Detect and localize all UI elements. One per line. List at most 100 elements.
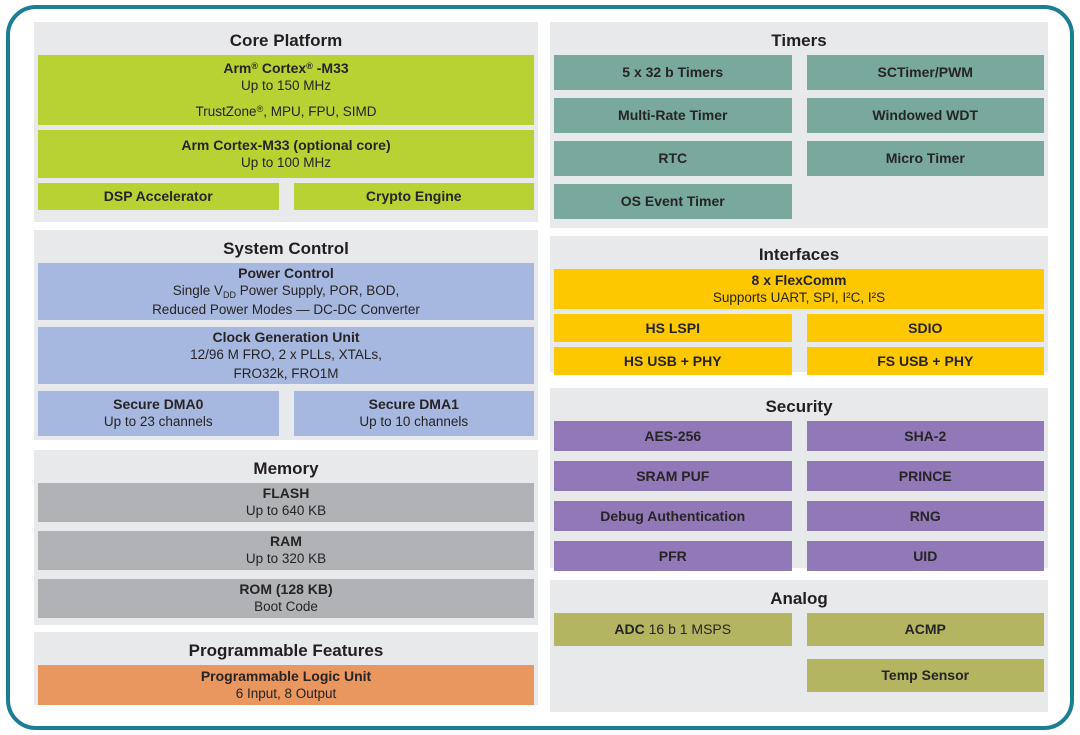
block-cell: UID	[806, 541, 1044, 571]
block-row: ROM (128 KB) Boot Code	[38, 579, 534, 618]
block-cell: HS LSPI	[554, 314, 792, 342]
block-cell: 5 x 32 b Timers	[554, 55, 792, 90]
block-row: Multi-Rate Timer Windowed WDT	[554, 98, 1044, 133]
block-cell: Secure DMA0 Up to 23 channels	[38, 391, 279, 436]
block-cell: DSP Accelerator	[38, 183, 279, 210]
block-label: Windowed WDT	[872, 107, 979, 124]
block-arm-cortex-m33: Arm® Cortex® -M33 Up to 150 MHz TrustZone®…	[38, 55, 534, 125]
block-cell: RAM Up to 320 KB	[38, 531, 534, 570]
section-rows: Programmable Logic Unit 6 Input, 8 Output	[38, 665, 534, 705]
block-cell: FS USB + PHY	[806, 347, 1044, 375]
text-segment: Arm	[223, 60, 252, 77]
block-label: ADC 16 b 1 MSPS	[560, 620, 786, 638]
text-segment: ADC	[614, 621, 645, 638]
text-segment: TrustZone	[195, 103, 257, 119]
block-cell: Secure DMA1 Up to 10 channels	[293, 391, 534, 436]
block-pfr: PFR	[554, 541, 792, 571]
section-title: Core Platform	[229, 31, 343, 50]
block-rng: RNG	[806, 501, 1044, 531]
section-core-platform: Core Platform Arm® Cortex® -M33 Up to 150 …	[34, 22, 538, 222]
section-system-control: System Control Power Control Single VDD Po…	[34, 230, 538, 440]
section-rows: 8 x FlexComm Supports UART, SPI, I²C, I²S…	[554, 269, 1044, 375]
block-cell: ACMP	[806, 613, 1044, 646]
block-label: SHA-2	[904, 427, 947, 444]
block-row: Temp Sensor	[554, 659, 1044, 692]
block-sram-puf: SRAM PUF	[554, 461, 792, 491]
block-label: Debug Authentication	[600, 507, 746, 524]
block-cell: SHA-2	[806, 421, 1044, 451]
block-cell: RTC	[554, 141, 792, 176]
block-label: Temp Sensor	[881, 667, 970, 684]
block-adc: ADC 16 b 1 MSPS	[554, 613, 792, 646]
block-label: FS USB + PHY	[877, 352, 974, 369]
block-subtext: Boot Code	[254, 599, 318, 615]
section-analog: Analog ADC 16 b 1 MSPS ACMP Temp Sensor	[550, 580, 1048, 712]
block-temp-sensor: Temp Sensor	[806, 659, 1044, 692]
block-label: Clock Generation Unit	[212, 329, 360, 346]
section-title: Memory	[253, 459, 319, 478]
block-cell: Multi-Rate Timer	[554, 98, 792, 133]
block-cell: Power Control Single VDD Power Supply, PO…	[38, 263, 534, 320]
block-row: RAM Up to 320 KB	[38, 531, 534, 570]
block-row: HS LSPI SDIO	[554, 314, 1044, 342]
block-clock-generation-unit: Clock Generation Unit 12/96 M FRO, 2 x PL…	[38, 327, 534, 384]
block-subtext: FRO32k, FRO1M	[233, 365, 339, 381]
block-cell: Programmable Logic Unit 6 Input, 8 Output	[38, 665, 534, 705]
block-crypto-engine: Crypto Engine	[293, 183, 534, 210]
block-subtext: Up to 150 MHz	[240, 78, 332, 94]
block-cell: RNG	[806, 501, 1044, 531]
block-row: HS USB + PHY FS USB + PHY	[554, 347, 1044, 375]
block-row: AES-256 SHA-2	[554, 421, 1044, 451]
block-label: PRINCE	[898, 467, 952, 484]
block-fs-usb-phy: FS USB + PHY	[806, 347, 1044, 375]
block-prince: PRINCE	[806, 461, 1044, 491]
block-subtext: Up to 23 channels	[103, 414, 213, 430]
block-uid: UID	[806, 541, 1044, 571]
block-subtext: Up to 10 channels	[359, 414, 469, 430]
block-row: SRAM PUF PRINCE	[554, 461, 1044, 491]
section-title: Programmable Features	[188, 641, 384, 660]
block-arm-cortex-m33-optional: Arm Cortex-M33 (optional core) Up to 100 …	[38, 130, 534, 178]
diagram-column-right: Timers 5 x 32 b Timers SCTimer/PWM Multi-Ra…	[550, 22, 1048, 712]
section-rows: 5 x 32 b Timers SCTimer/PWM Multi-Rate Tim…	[554, 55, 1044, 219]
block-cell: SDIO	[806, 314, 1044, 342]
block-subtext: 12/96 M FRO, 2 x PLLs, XTALs,	[190, 347, 382, 363]
block-label: Secure DMA0	[113, 396, 204, 413]
section-title: Analog	[770, 589, 828, 608]
section-title: Interfaces	[758, 245, 840, 264]
section-rows: Power Control Single VDD Power Supply, PO…	[38, 263, 534, 436]
text-segment: DD	[222, 289, 236, 300]
block-label: RTC	[658, 150, 688, 167]
block-label: ROM (128 KB)	[239, 581, 333, 598]
text-segment: ®	[306, 61, 313, 72]
block-cell: HS USB + PHY	[554, 347, 792, 375]
section-rows: AES-256 SHA-2 SRAM PUF PRINCE Debug Authenti…	[554, 421, 1044, 571]
block-os-event-timer: OS Event Timer	[554, 184, 792, 219]
block-label: DSP Accelerator	[103, 188, 213, 205]
block-row: FLASH Up to 640 KB	[38, 483, 534, 522]
block-cell: AES-256	[554, 421, 792, 451]
block-cell: PFR	[554, 541, 792, 571]
block-programmable-logic-unit: Programmable Logic Unit 6 Input, 8 Output	[38, 665, 534, 705]
block-cell: OS Event Timer	[554, 184, 792, 219]
block-hs-usb-phy: HS USB + PHY	[554, 347, 792, 375]
block-label: Crypto Engine	[365, 188, 462, 205]
block-cell: Temp Sensor	[806, 659, 1044, 692]
text-segment: , MPU, FPU, SIMD	[263, 103, 377, 119]
block-label: Programmable Logic Unit	[200, 667, 372, 684]
section-programmable-features: Programmable Features Programmable Logic …	[34, 632, 538, 705]
block-label: 5 x 32 b Timers	[622, 64, 724, 81]
block-label: Multi-Rate Timer	[618, 107, 728, 124]
block-row: Clock Generation Unit 12/96 M FRO, 2 x PL…	[38, 327, 534, 384]
section-title: Security	[765, 397, 833, 416]
section-memory: Memory FLASH Up to 640 KB RAM Up to 320 KB RO…	[34, 450, 538, 625]
block-label: ACMP	[904, 621, 946, 638]
block-row: OS Event Timer	[554, 184, 1044, 219]
block-flash: FLASH Up to 640 KB	[38, 483, 534, 522]
block-cell: Micro Timer	[806, 141, 1044, 176]
block-label: 8 x FlexComm	[751, 271, 847, 288]
section-title: System Control	[223, 239, 349, 258]
block-rom: ROM (128 KB) Boot Code	[38, 579, 534, 618]
text-segment: ®	[256, 103, 264, 114]
text-segment: Power Supply, POR, BOD,	[235, 282, 400, 298]
